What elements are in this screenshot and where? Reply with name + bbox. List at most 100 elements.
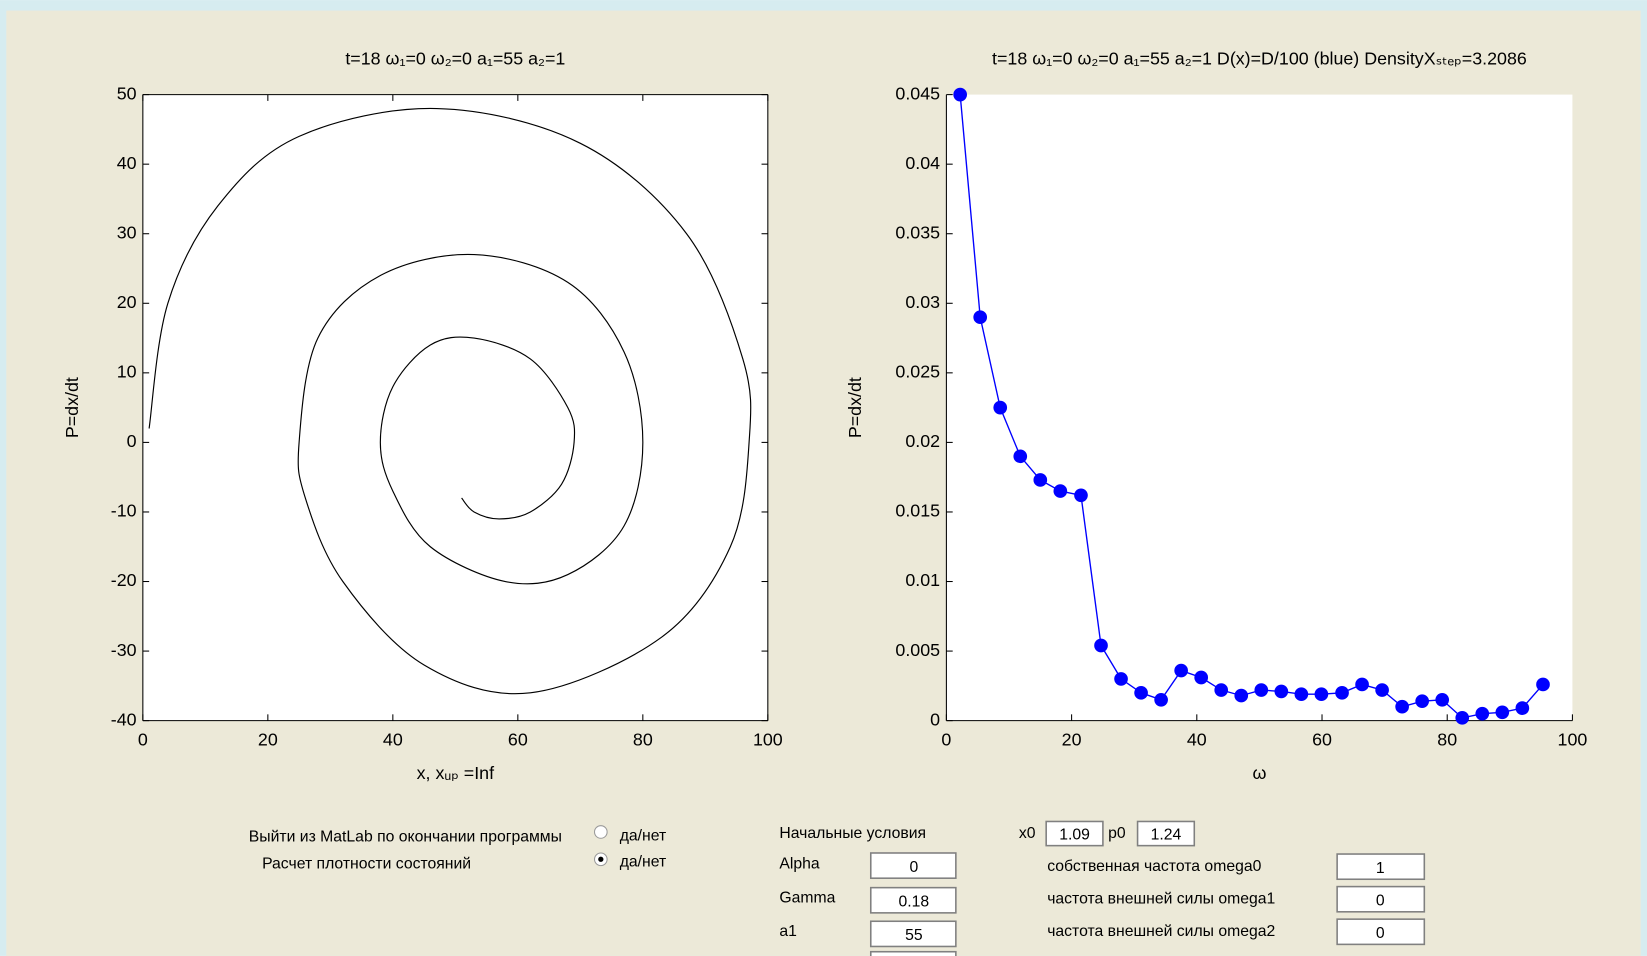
radio-label: да/нет: [620, 854, 666, 871]
y-tick-label: 0.02: [905, 431, 940, 451]
y-tick-label: 0.035: [895, 222, 940, 242]
label: Gamma: [779, 889, 835, 906]
text-box[interactable]: [1336, 853, 1426, 881]
y-tick-label: -40: [111, 709, 137, 729]
data-point: [1053, 484, 1068, 498]
label: Начальные условия: [779, 825, 926, 842]
radio-label: да/нет: [620, 827, 666, 844]
controls: Выйти из MatLab по окончании программы Р…: [249, 820, 1426, 956]
x-tick-label: 60: [508, 729, 528, 749]
x-tick-label: 40: [383, 729, 403, 749]
data-point: [1415, 694, 1430, 708]
x-axis-label: x, xᵤₚ =Inf: [417, 763, 494, 783]
text-box[interactable]: [869, 920, 957, 948]
text-box-value: 0: [909, 859, 918, 876]
data-point: [1335, 685, 1349, 700]
label: частота внешней силы omega2: [1047, 923, 1275, 940]
text-box[interactable]: [1336, 918, 1426, 946]
y-tick-label: 40: [117, 153, 137, 173]
y-tick-label: 30: [117, 222, 137, 242]
text-box-value: 55: [905, 927, 923, 944]
x-tick-label: 40: [1187, 729, 1207, 749]
data-point: [1274, 684, 1289, 699]
y-tick-label: 0.03: [905, 292, 940, 312]
x-tick-label: 100: [1558, 729, 1588, 749]
text-box-value: 0: [1376, 892, 1385, 909]
data-point: [1294, 687, 1309, 702]
text-box-value: 1.09: [1059, 826, 1090, 843]
y-tick-label: 20: [117, 292, 137, 312]
data-point: [1314, 687, 1329, 702]
data-point: [1475, 706, 1490, 721]
chart-title: t=18 ω₁=0 ω₂=0 a₁=55 a₂=1: [345, 49, 565, 69]
y-tick-label: 0.045: [895, 83, 940, 103]
y-tick-label: 0.04: [905, 153, 940, 173]
text-box[interactable]: [869, 886, 957, 914]
label: Расчет плотности состояний: [262, 856, 471, 873]
data-point: [1515, 701, 1530, 715]
x-axis-label: ω: [1252, 763, 1266, 783]
data-point: [953, 87, 967, 102]
data-point: [1114, 672, 1128, 686]
data-point: [1134, 685, 1148, 700]
plot-area: [946, 94, 1573, 721]
text-box[interactable]: [1336, 885, 1426, 913]
radio-dot: [598, 856, 604, 862]
data-point: [1495, 705, 1510, 720]
y-tick-label: -20: [111, 570, 137, 590]
data-point: [1395, 699, 1409, 714]
text-box-value: 0: [1376, 925, 1385, 942]
data-point: [1355, 677, 1369, 692]
y-tick-label: 0.015: [895, 501, 940, 521]
text-box[interactable]: [1045, 820, 1104, 847]
x-tick-label: 100: [753, 729, 783, 749]
data-point: [1013, 449, 1028, 464]
data-point: [1154, 692, 1168, 707]
y-axis-label: P=dx/dt: [62, 377, 82, 438]
text-box-value: 1: [1376, 860, 1385, 877]
data-point: [1455, 711, 1470, 725]
x-tick-label: 60: [1312, 729, 1332, 749]
chart-title: t=18 ω₁=0 ω₂=0 a₁=55 a₂=1 D(x)=D/100 (bl…: [992, 49, 1527, 69]
data-point: [1435, 692, 1450, 707]
text-box[interactable]: [1136, 820, 1196, 847]
label: Выйти из MatLab по окончании программы: [249, 828, 562, 845]
x-tick-label: 0: [138, 729, 148, 749]
x-tick-label: 80: [633, 729, 653, 749]
data-point: [1194, 670, 1209, 685]
charts: t=18 ω₁=0 ω₂=0 a₁=55 a₂=1 x, xᵤₚ =Inf P=dx…: [62, 49, 1587, 783]
label: собственная частота omega0: [1047, 858, 1261, 875]
text-box[interactable]: [869, 852, 957, 879]
y-axis-label: P=dx/dt: [845, 377, 865, 438]
label: a1: [779, 923, 797, 940]
x-tick-label: 80: [1437, 729, 1457, 749]
plot-area: [142, 94, 768, 721]
data-line: [148, 107, 752, 695]
text-box-value: 0.18: [899, 894, 930, 911]
label: x0: [1019, 825, 1036, 842]
data-point: [1074, 488, 1088, 503]
data-point: [1174, 663, 1188, 678]
data-point: [1234, 688, 1249, 703]
y-tick-label: 10: [117, 362, 137, 382]
data-point: [1375, 683, 1389, 697]
y-tick-label: 0.025: [895, 362, 940, 382]
label: p0: [1108, 825, 1126, 842]
data-point: [1536, 677, 1550, 692]
y-tick-label: -10: [111, 501, 137, 521]
data-point: [1214, 683, 1229, 697]
y-tick-label: 0.01: [905, 570, 940, 590]
text-box-value: 1.24: [1151, 826, 1182, 843]
y-tick-label: 0.005: [895, 640, 940, 660]
data-point: [993, 400, 1008, 415]
x-tick-label: 0: [941, 729, 951, 749]
data-point: [1033, 473, 1048, 487]
y-tick-label: -30: [111, 640, 137, 660]
data-point: [973, 310, 988, 325]
label: частота внешней силы omega1: [1047, 890, 1275, 907]
text-box[interactable]: [869, 950, 957, 956]
data-point: [1254, 683, 1269, 697]
label: Alpha: [779, 856, 820, 873]
radio-button[interactable]: [593, 825, 608, 839]
